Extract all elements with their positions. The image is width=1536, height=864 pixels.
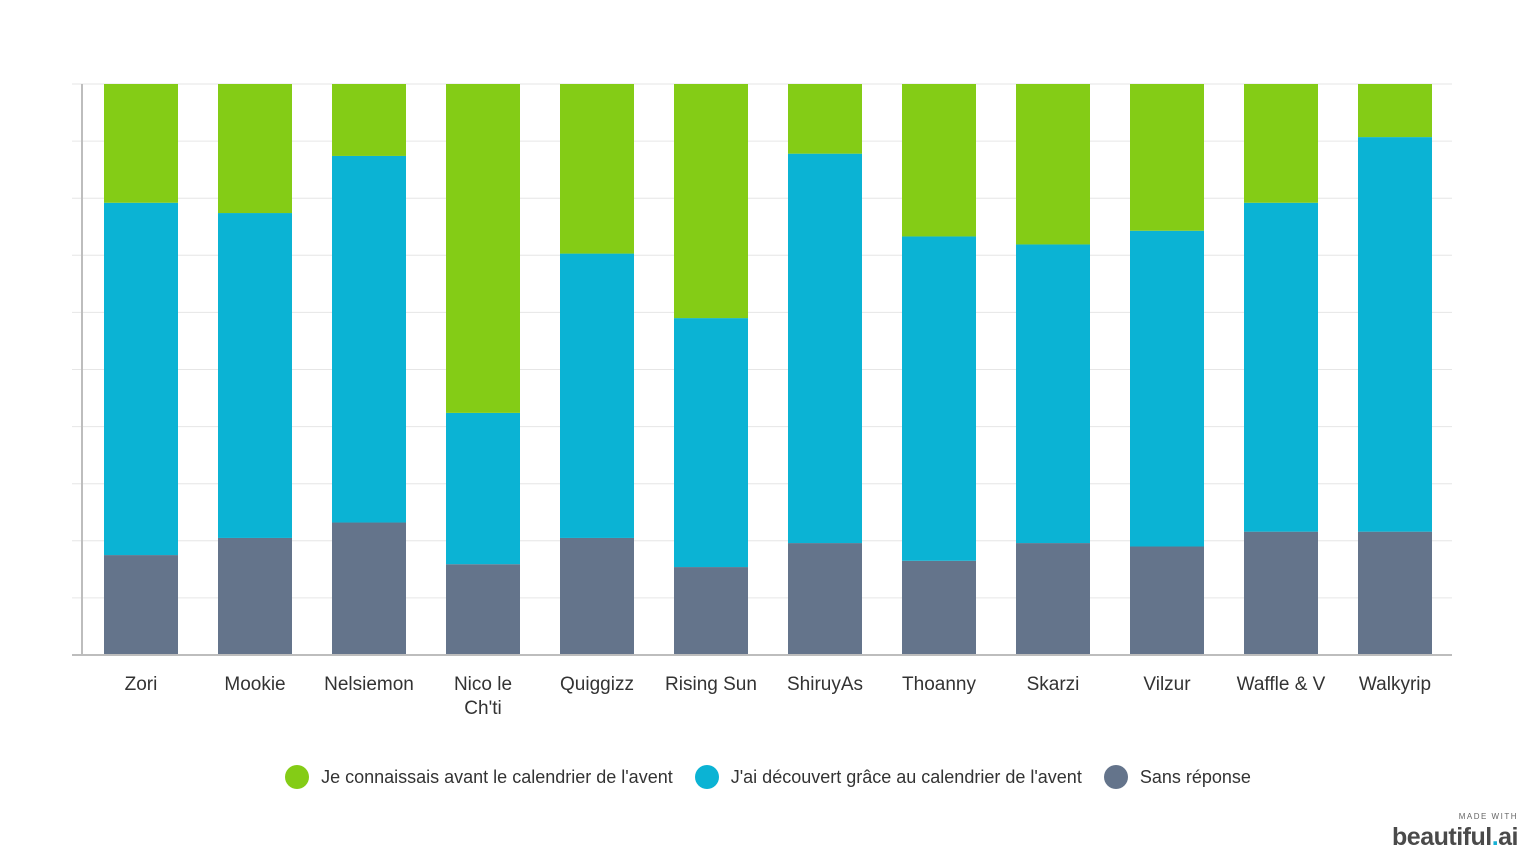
bar-segment-skarzi-1	[1016, 244, 1090, 544]
legend-item-known-before: Je connaissais avant le calendrier de l'…	[285, 765, 673, 789]
bar-segment-waffle-v-1	[1244, 202, 1318, 532]
x-tick-label: Thoanny	[902, 674, 976, 695]
brand-name: beautiful	[1392, 823, 1492, 851]
legend-swatch-green	[285, 765, 310, 789]
bar-segment-walkyrip-0	[1358, 531, 1432, 655]
bar-segment-thoanny-1	[902, 236, 976, 561]
legend-item-discovered: J'ai découvert grâce au calendrier de l'…	[694, 765, 1082, 789]
bar-segment-vilzur-1	[1130, 230, 1204, 547]
legend-label: J'ai découvert grâce au calendrier de l'…	[730, 766, 1082, 787]
legend-item-no-answer: Sans réponse	[1103, 765, 1251, 789]
bar-segment-vilzur-2	[1130, 84, 1204, 231]
bar-segment-rising-sun-1	[674, 318, 748, 568]
bar-segment-nico-le-ch-ti-0	[446, 564, 520, 655]
brand-logo: beautiful.ai	[1392, 823, 1518, 852]
bar-segment-nico-le-ch-ti-2	[446, 84, 520, 413]
bar-segment-mookie-1	[218, 213, 292, 538]
legend-swatch-blue	[694, 765, 719, 789]
x-tick-label: Mookie	[224, 674, 285, 695]
x-tick-label: Walkyrip	[1359, 674, 1431, 695]
bar-segment-mookie-0	[218, 537, 292, 655]
bar-segment-zori-0	[104, 555, 178, 655]
x-tick-label: Nico le Ch'ti	[454, 674, 512, 719]
bar-segment-thoanny-2	[902, 84, 976, 237]
bar-segment-quiggizz-1	[560, 253, 634, 538]
bar-segment-nelsiemon-1	[332, 155, 406, 523]
bar-segment-zori-2	[104, 84, 178, 203]
bar-segment-nelsiemon-2	[332, 84, 406, 156]
bars	[104, 84, 1432, 655]
x-tick-label: Waffle & V	[1237, 674, 1326, 695]
x-tick-label: Skarzi	[1027, 674, 1080, 695]
bar-segment-quiggizz-0	[560, 537, 634, 655]
bar-segment-nelsiemon-0	[332, 522, 406, 655]
x-tick-label: Vilzur	[1143, 674, 1191, 695]
bar-segment-mookie-2	[218, 84, 292, 214]
bar-segment-zori-1	[104, 202, 178, 556]
bar-segment-quiggizz-2	[560, 84, 634, 254]
bar-segment-rising-sun-2	[674, 84, 748, 319]
bar-segment-shiruyas-2	[788, 84, 862, 154]
bar-segment-nico-le-ch-ti-1	[446, 412, 520, 565]
grid-lines	[72, 83, 1452, 599]
bar-segment-rising-sun-0	[674, 567, 748, 655]
brand-badge: MADE WITH beautiful.ai	[1392, 812, 1518, 852]
bar-segment-thoanny-0	[902, 560, 976, 655]
bar-segment-shiruyas-1	[788, 153, 862, 544]
legend: Je connaissais avant le calendrier de l'…	[0, 762, 1536, 792]
x-tick-label: Quiggizz	[560, 674, 634, 695]
legend-label: Sans réponse	[1139, 766, 1251, 787]
bar-segment-waffle-v-0	[1244, 531, 1318, 655]
x-tick-label: Rising Sun	[665, 674, 757, 695]
legend-label: Je connaissais avant le calendrier de l'…	[321, 766, 673, 787]
brand-suffix: ai	[1498, 823, 1518, 851]
bar-segment-waffle-v-2	[1244, 84, 1318, 203]
brand-tagline: MADE WITH	[1458, 812, 1518, 821]
brand-dot: .	[1491, 823, 1499, 851]
bar-segment-vilzur-0	[1130, 546, 1204, 655]
legend-swatch-gray	[1103, 765, 1128, 789]
x-tick-label: Zori	[125, 674, 158, 695]
bar-segment-skarzi-2	[1016, 84, 1090, 245]
axes	[72, 84, 1452, 656]
bar-segment-skarzi-0	[1016, 543, 1090, 655]
x-tick-labels: Zori Mookie Nelsiemon Nico le Ch'ti Quiggizz R…	[125, 674, 1431, 719]
x-tick-label: ShiruyAs	[787, 674, 863, 695]
bar-segment-shiruyas-0	[788, 543, 862, 655]
bar-segment-walkyrip-1	[1358, 137, 1432, 532]
bar-segment-walkyrip-2	[1358, 84, 1432, 138]
x-tick-label: Nelsiemon	[324, 674, 414, 695]
